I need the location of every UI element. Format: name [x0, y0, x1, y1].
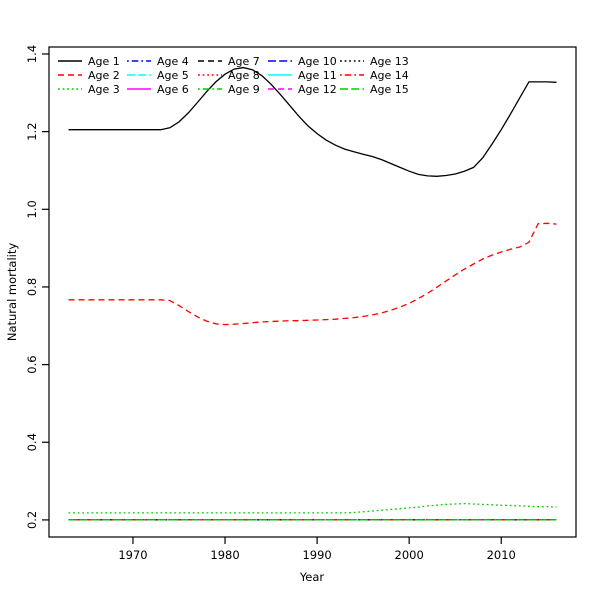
- plot-border: [48, 46, 577, 538]
- y-tick-label: 1.0: [25, 200, 39, 218]
- y-axis-title: Natural mortality: [5, 243, 19, 341]
- legend-label: Age 12: [298, 83, 337, 96]
- x-axis: 1970 1980 1990 2000 2010: [118, 537, 516, 562]
- x-tick-label: 1970: [118, 548, 147, 562]
- legend-label: Age 8: [228, 69, 260, 82]
- y-tick-label: 0.4: [25, 433, 39, 451]
- legend-label: Age 9: [228, 83, 260, 96]
- legend-label: Age 3: [88, 83, 120, 96]
- x-tick-label: 2000: [395, 548, 424, 562]
- series-lines: [68, 66, 557, 521]
- y-tick-label: 1.2: [25, 122, 39, 140]
- x-axis-title: Year: [299, 570, 325, 584]
- legend-label: Age 15: [370, 83, 409, 96]
- x-tick-label: 1980: [210, 548, 239, 562]
- y-tick-label: 0.6: [25, 355, 39, 373]
- x-tick-label: 2010: [487, 548, 516, 562]
- legend-label: Age 14: [370, 69, 409, 82]
- legend-label: Age 10: [298, 55, 337, 68]
- legend-label: Age 1: [88, 55, 120, 68]
- series-line-age-2: [68, 222, 557, 326]
- legend-label: Age 7: [228, 55, 260, 68]
- legend-label: Age 13: [370, 55, 409, 68]
- y-tick-label: 0.2: [25, 511, 39, 529]
- y-tick-label: 0.8: [25, 278, 39, 296]
- series-line-age-3: [68, 502, 557, 514]
- series-line-age-1: [68, 66, 557, 177]
- legend-label: Age 5: [157, 69, 189, 82]
- legend-label: Age 6: [157, 83, 189, 96]
- y-tick-label: 1.4: [25, 45, 39, 63]
- legend-label: Age 2: [88, 69, 120, 82]
- x-tick-label: 1990: [302, 548, 331, 562]
- y-axis: 0.2 0.4 0.6 0.8 1.0 1.2 1.4: [25, 45, 49, 529]
- legend-label: Age 11: [298, 69, 337, 82]
- legend-label: Age 4: [157, 55, 189, 68]
